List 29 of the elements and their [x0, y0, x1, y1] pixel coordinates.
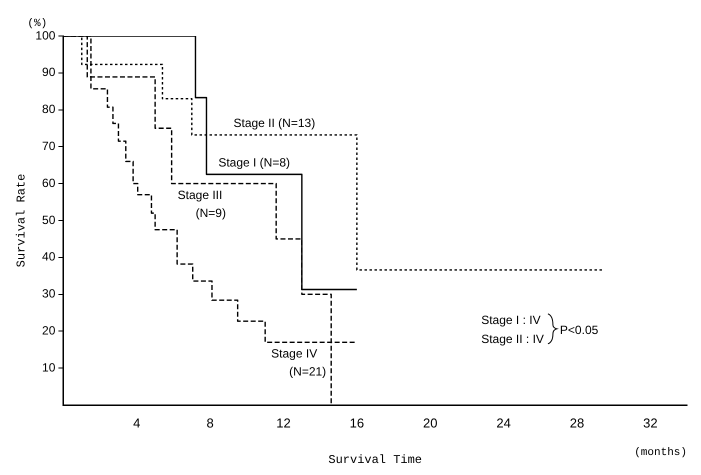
y-tick-label: 60 [42, 176, 56, 190]
x-tick-label: 28 [570, 415, 584, 430]
x-axis-title: Survival Time [328, 452, 422, 467]
series-label: Stage I (N=8) [218, 155, 290, 170]
series-label: Stage II (N=13) [233, 116, 316, 130]
y-tick-label: 100 [35, 28, 56, 42]
text: (months) [634, 447, 687, 459]
x-tick-label: 32 [643, 415, 658, 430]
y-tick-label: 20 [42, 324, 56, 338]
text: (%) [27, 18, 48, 30]
x-tick-label: 8 [206, 415, 214, 430]
y-tick-label: 50 [42, 212, 56, 227]
y-tick-label: 80 [42, 102, 56, 116]
series-label: Stage IV (N=21) [271, 346, 326, 379]
x-tick-label: 16 [350, 415, 364, 430]
y-axis-title: Survival Rate [14, 174, 28, 268]
y-tick-label: 70 [42, 139, 56, 154]
y-tick-label: 40 [42, 250, 56, 264]
y-tick-label: 30 [42, 286, 56, 301]
x-tick-label: 24 [496, 415, 511, 430]
y-tick-label: 10 [42, 360, 56, 374]
annotation: Stage I : IV [481, 312, 541, 327]
x-tick-label: 4 [133, 415, 140, 430]
annotation: Stage II : IV [481, 332, 544, 346]
x-tick-label: 20 [423, 415, 438, 430]
series-label: Stage III (N=9) [178, 188, 226, 220]
x-tick-label: 12 [276, 415, 291, 430]
annotation: P<0.05 [560, 322, 599, 337]
y-tick-label: 90 [42, 65, 56, 80]
